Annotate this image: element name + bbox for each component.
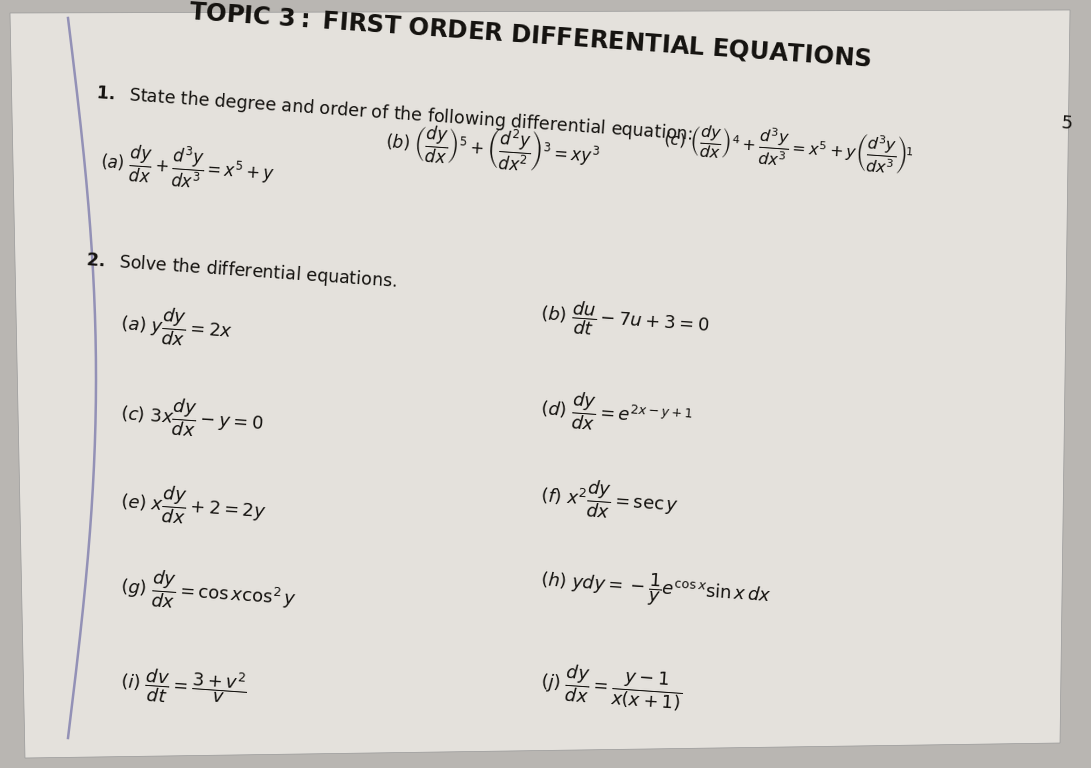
Text: $\mathbf{1.}$  State the degree and order of the following differential equation: $\mathbf{1.}$ State the degree and order…	[95, 82, 693, 146]
Text: $(b)\ \left(\dfrac{dy}{dx}\right)^5+\left(\dfrac{d^2y}{dx^2}\right)^3=xy^3$: $(b)\ \left(\dfrac{dy}{dx}\right)^5+\lef…	[384, 118, 601, 179]
Text: $(b)\ \dfrac{du}{dt}-7u+3=0$: $(b)\ \dfrac{du}{dt}-7u+3=0$	[539, 296, 710, 346]
Text: $5$: $5$	[1059, 114, 1072, 133]
Polygon shape	[10, 10, 1070, 758]
Text: $\mathbf{2.}$  Solve the differential equations.: $\mathbf{2.}$ Solve the differential equ…	[85, 249, 397, 293]
Text: $(c)\ 3x\dfrac{dy}{dx}-y=0$: $(c)\ 3x\dfrac{dy}{dx}-y=0$	[119, 392, 265, 444]
Text: $(j)\ \dfrac{dy}{dx}=\dfrac{y-1}{x(x+1)}$: $(j)\ \dfrac{dy}{dx}=\dfrac{y-1}{x(x+1)}…	[539, 660, 684, 714]
Text: $(c)\ \left(\dfrac{dy}{dx}\right)^4+\dfrac{d^3y}{dx^3}=x^5+y\left(\dfrac{d^3y}{d: $(c)\ \left(\dfrac{dy}{dx}\right)^4+\dfr…	[662, 118, 915, 177]
Text: $(h)\ ydy=-\dfrac{1}{y}e^{\cos x}\sin x\,dx$: $(h)\ ydy=-\dfrac{1}{y}e^{\cos x}\sin x\…	[539, 564, 772, 616]
Text: $\mathbf{TOPIC\ 3:\ FIRST\ ORDER\ DIFFERENTIAL\ EQUATIONS}$: $\mathbf{TOPIC\ 3:\ FIRST\ ORDER\ DIFFER…	[189, 0, 873, 71]
Text: $(e)\ x\dfrac{dy}{dx}+2=2y$: $(e)\ x\dfrac{dy}{dx}+2=2y$	[119, 481, 267, 532]
Text: $(i)\ \dfrac{dv}{dt}=\dfrac{3+v^2}{v}$: $(i)\ \dfrac{dv}{dt}=\dfrac{3+v^2}{v}$	[119, 662, 249, 711]
Text: $(f)\ x^2\dfrac{dy}{dx}=\sec y$: $(f)\ x^2\dfrac{dy}{dx}=\sec y$	[539, 475, 681, 525]
Text: $(a)\ y\dfrac{dy}{dx}=2x$: $(a)\ y\dfrac{dy}{dx}=2x$	[119, 303, 233, 352]
Text: $(g)\ \dfrac{dy}{dx}=\cos x\cos^2 y$: $(g)\ \dfrac{dy}{dx}=\cos x\cos^2 y$	[119, 565, 298, 619]
Text: $(d)\ \dfrac{dy}{dx}=e^{2x-y+1}$: $(d)\ \dfrac{dy}{dx}=e^{2x-y+1}$	[539, 387, 694, 439]
Text: $(a)\ \dfrac{dy}{dx}+\dfrac{d^3y}{dx^3}=x^5+y$: $(a)\ \dfrac{dy}{dx}+\dfrac{d^3y}{dx^3}=…	[99, 138, 276, 196]
